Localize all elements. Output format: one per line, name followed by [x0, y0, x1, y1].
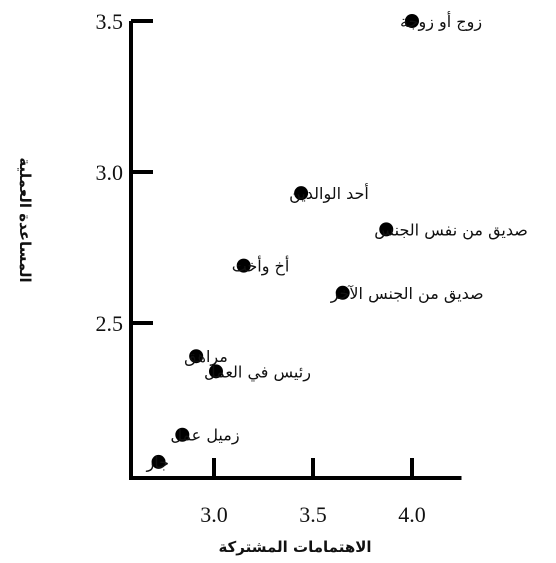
point-label: صديق من الجنس الآخر [330, 284, 484, 304]
x-tick-label: 4.0 [398, 502, 426, 527]
point-label: أخ وأخت [232, 256, 290, 277]
x-ticks: 3.0 3.5 4.0 [200, 458, 426, 527]
y-axis-title: المساعدة العملية [16, 157, 34, 282]
point-label: زوج أو زوجة [400, 11, 482, 32]
data-point [294, 186, 309, 201]
data-point [175, 427, 190, 442]
axis-lines [129, 21, 462, 480]
y-tick-label: 3.5 [96, 9, 124, 34]
y-tick-label: 2.5 [96, 311, 124, 336]
point-label: صديق من نفس الجنس [374, 220, 528, 240]
data-point [151, 454, 166, 469]
x-tick-label: 3.0 [200, 502, 228, 527]
point-label: جار [146, 453, 170, 473]
point-label: رئيس في العمل [204, 362, 311, 382]
data-point [335, 285, 350, 300]
data-point [405, 14, 419, 28]
point-label: مراهق [184, 347, 228, 367]
axes [129, 21, 462, 480]
x-axis-title: الاهتمامات المشتركة [218, 538, 371, 556]
data-point [236, 258, 251, 273]
point-label: زميل عمل [170, 426, 239, 446]
data-point [379, 222, 394, 237]
y-ticks: 2.5 3.0 3.5 [96, 9, 153, 336]
y-tick-label: 3.0 [96, 160, 124, 185]
x-tick-label: 3.5 [299, 502, 327, 527]
data-point [208, 364, 223, 379]
point-label: أحد الوالدين [289, 183, 369, 204]
data-point [189, 349, 204, 364]
